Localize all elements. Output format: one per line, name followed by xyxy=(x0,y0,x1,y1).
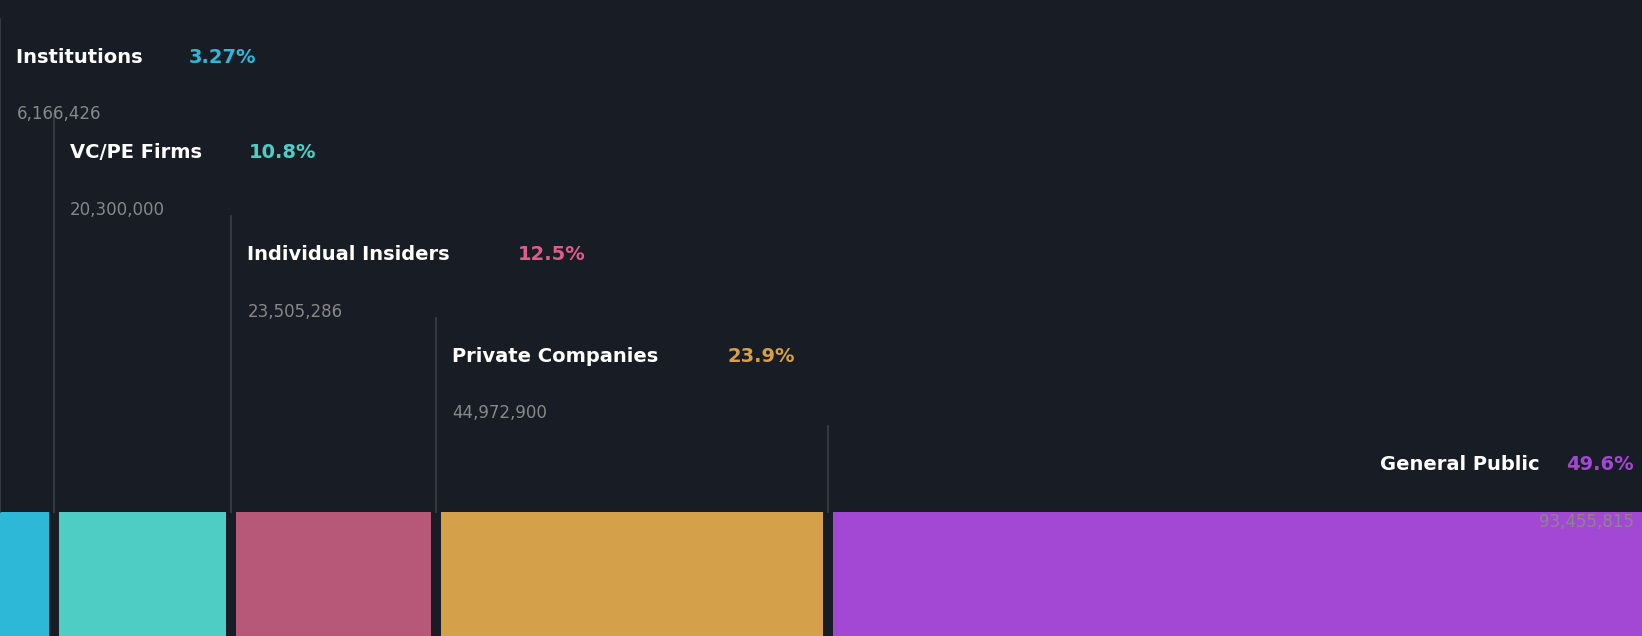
Text: General Public: General Public xyxy=(1381,455,1547,474)
Bar xyxy=(442,512,823,636)
Text: Institutions: Institutions xyxy=(16,48,149,67)
Text: 20,300,000: 20,300,000 xyxy=(71,201,166,219)
Bar xyxy=(236,512,432,636)
Text: 3.27%: 3.27% xyxy=(189,48,256,67)
Text: 23,505,286: 23,505,286 xyxy=(248,303,343,321)
Text: Private Companies: Private Companies xyxy=(453,347,665,366)
Bar xyxy=(832,512,1642,636)
Bar xyxy=(59,512,227,636)
Text: 93,455,815: 93,455,815 xyxy=(1539,513,1634,530)
Text: 10.8%: 10.8% xyxy=(250,143,317,162)
Text: 49.6%: 49.6% xyxy=(1566,455,1634,474)
Text: 6,166,426: 6,166,426 xyxy=(16,106,100,123)
Text: 12.5%: 12.5% xyxy=(517,245,585,264)
Text: 44,972,900: 44,972,900 xyxy=(453,404,547,422)
Bar xyxy=(0,512,49,636)
Text: 23.9%: 23.9% xyxy=(727,347,795,366)
Text: VC/PE Firms: VC/PE Firms xyxy=(71,143,209,162)
Text: Individual Insiders: Individual Insiders xyxy=(248,245,456,264)
